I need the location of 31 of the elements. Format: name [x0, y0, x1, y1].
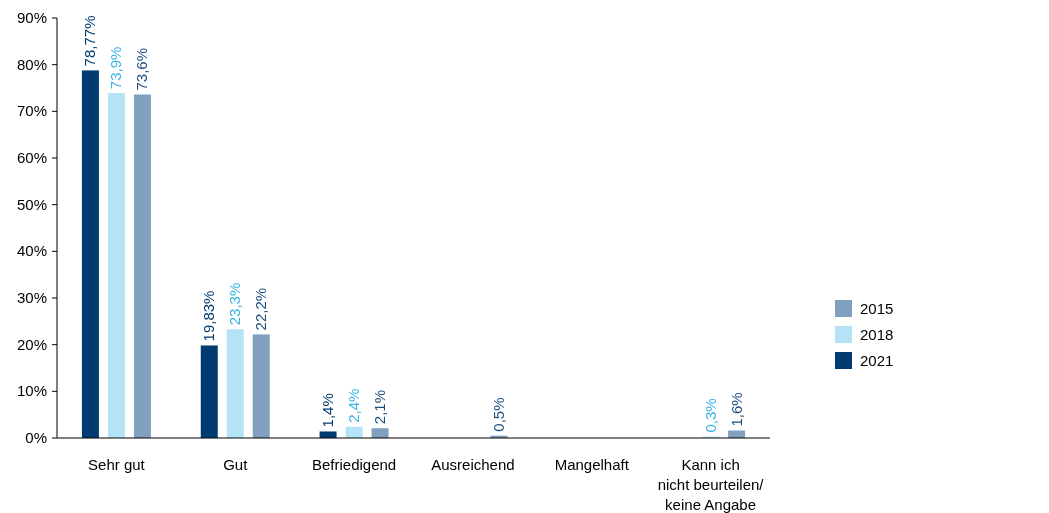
- x-tick-label: Kann ich nicht beurteilen/ keine Angabe: [657, 456, 765, 513]
- data-label: 23,3%: [226, 282, 244, 326]
- data-label: 1,6%: [727, 392, 745, 427]
- x-tick-label: Gut: [223, 456, 249, 473]
- y-tick-label: 80%: [16, 55, 47, 73]
- legend-label: 2021: [860, 352, 894, 369]
- data-label: 2,1%: [371, 390, 389, 425]
- y-tick-label: 0%: [25, 429, 47, 446]
- y-tick-label: 10%: [16, 382, 47, 400]
- data-label: 22,2%: [252, 287, 270, 331]
- data-label: 0,3%: [701, 398, 719, 433]
- y-tick-label: 40%: [16, 242, 47, 260]
- data-label: 2,4%: [345, 388, 363, 423]
- x-tick-label: Sehr gut: [88, 456, 146, 473]
- y-tick-label: 30%: [16, 289, 47, 306]
- data-label: 73,9%: [107, 46, 125, 90]
- data-label: 78,77%: [81, 15, 99, 67]
- y-tick-label: 20%: [16, 335, 47, 353]
- legend-label: 2015: [860, 300, 894, 317]
- data-label: 19,83%: [200, 290, 218, 342]
- y-tick-label: 70%: [16, 102, 47, 120]
- y-tick-label: 60%: [16, 149, 47, 166]
- data-label: 1,4%: [319, 393, 337, 428]
- x-tick-label: Befriedigend: [311, 456, 397, 473]
- y-tick-label: 50%: [16, 195, 47, 213]
- x-tick-label: Mangelhaft: [554, 456, 630, 473]
- y-tick-label: 90%: [16, 9, 47, 26]
- legend-label: 2018: [860, 326, 894, 343]
- data-label: 73,6%: [133, 47, 151, 91]
- data-label: 0,5%: [489, 397, 507, 432]
- x-tick-label: Ausreichend: [431, 456, 515, 473]
